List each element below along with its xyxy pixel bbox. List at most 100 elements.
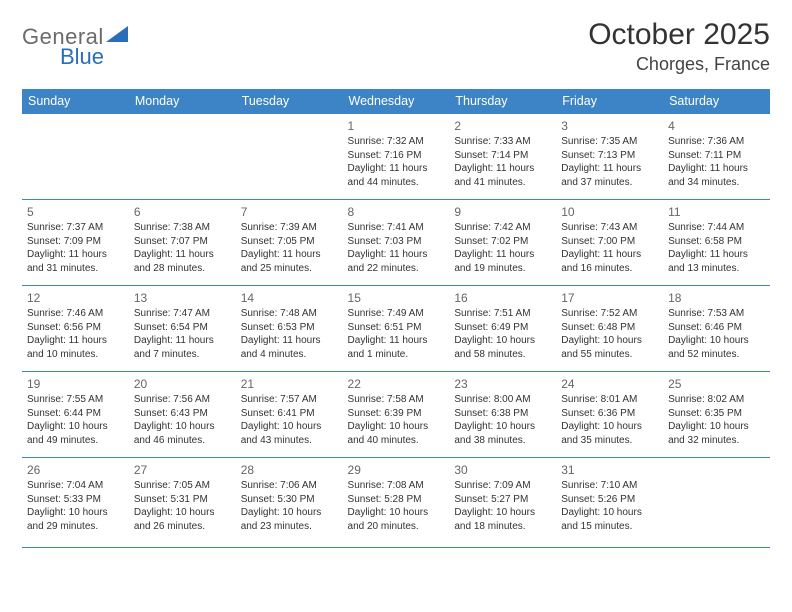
- sunrise-line: Sunrise: 7:44 AM: [668, 221, 765, 235]
- logo-triangle-icon: [106, 26, 128, 42]
- sunrise-line: Sunrise: 7:58 AM: [348, 393, 445, 407]
- logo-block: General Blue: [22, 18, 128, 70]
- day-number: 2: [454, 118, 551, 134]
- day-number: 15: [348, 290, 445, 306]
- daylight-line: Daylight: 10 hours and 40 minutes.: [348, 420, 445, 447]
- calendar-cell: 22Sunrise: 7:58 AMSunset: 6:39 PMDayligh…: [343, 372, 450, 458]
- day-number: 19: [27, 376, 124, 392]
- sunset-line: Sunset: 7:02 PM: [454, 235, 551, 249]
- daylight-line: Daylight: 10 hours and 18 minutes.: [454, 506, 551, 533]
- daylight-line: Daylight: 11 hours and 22 minutes.: [348, 248, 445, 275]
- calendar-cell: 13Sunrise: 7:47 AMSunset: 6:54 PMDayligh…: [129, 286, 236, 372]
- sunrise-line: Sunrise: 7:35 AM: [561, 135, 658, 149]
- sunset-line: Sunset: 6:41 PM: [241, 407, 338, 421]
- weekday-header: Wednesday: [343, 89, 450, 114]
- calendar-row: 5Sunrise: 7:37 AMSunset: 7:09 PMDaylight…: [22, 200, 770, 286]
- daylight-line: Daylight: 10 hours and 35 minutes.: [561, 420, 658, 447]
- weekday-header: Tuesday: [236, 89, 343, 114]
- day-number: 17: [561, 290, 658, 306]
- calendar-cell: 8Sunrise: 7:41 AMSunset: 7:03 PMDaylight…: [343, 200, 450, 286]
- daylight-line: Daylight: 11 hours and 31 minutes.: [27, 248, 124, 275]
- calendar-cell: 5Sunrise: 7:37 AMSunset: 7:09 PMDaylight…: [22, 200, 129, 286]
- sunrise-line: Sunrise: 7:09 AM: [454, 479, 551, 493]
- sunrise-line: Sunrise: 7:43 AM: [561, 221, 658, 235]
- sunrise-line: Sunrise: 7:33 AM: [454, 135, 551, 149]
- day-number: 27: [134, 462, 231, 478]
- sunrise-line: Sunrise: 7:42 AM: [454, 221, 551, 235]
- calendar-cell: 10Sunrise: 7:43 AMSunset: 7:00 PMDayligh…: [556, 200, 663, 286]
- calendar-row: 19Sunrise: 7:55 AMSunset: 6:44 PMDayligh…: [22, 372, 770, 458]
- weekday-header-row: Sunday Monday Tuesday Wednesday Thursday…: [22, 89, 770, 114]
- day-number: 24: [561, 376, 658, 392]
- calendar-cell: 11Sunrise: 7:44 AMSunset: 6:58 PMDayligh…: [663, 200, 770, 286]
- weekday-header: Thursday: [449, 89, 556, 114]
- daylight-line: Daylight: 10 hours and 29 minutes.: [27, 506, 124, 533]
- daylight-line: Daylight: 10 hours and 15 minutes.: [561, 506, 658, 533]
- daylight-line: Daylight: 10 hours and 55 minutes.: [561, 334, 658, 361]
- calendar-body: 1Sunrise: 7:32 AMSunset: 7:16 PMDaylight…: [22, 114, 770, 548]
- sunrise-line: Sunrise: 7:55 AM: [27, 393, 124, 407]
- daylight-line: Daylight: 11 hours and 34 minutes.: [668, 162, 765, 189]
- day-number: 29: [348, 462, 445, 478]
- calendar-cell: 29Sunrise: 7:08 AMSunset: 5:28 PMDayligh…: [343, 458, 450, 548]
- day-number: 6: [134, 204, 231, 220]
- sunrise-line: Sunrise: 7:08 AM: [348, 479, 445, 493]
- sunrise-line: Sunrise: 7:38 AM: [134, 221, 231, 235]
- daylight-line: Daylight: 11 hours and 13 minutes.: [668, 248, 765, 275]
- sunrise-line: Sunrise: 8:02 AM: [668, 393, 765, 407]
- weekday-header: Saturday: [663, 89, 770, 114]
- sunset-line: Sunset: 5:26 PM: [561, 493, 658, 507]
- sunset-line: Sunset: 6:36 PM: [561, 407, 658, 421]
- sunset-line: Sunset: 7:07 PM: [134, 235, 231, 249]
- calendar-cell: 20Sunrise: 7:56 AMSunset: 6:43 PMDayligh…: [129, 372, 236, 458]
- calendar-cell: 18Sunrise: 7:53 AMSunset: 6:46 PMDayligh…: [663, 286, 770, 372]
- daylight-line: Daylight: 10 hours and 23 minutes.: [241, 506, 338, 533]
- weekday-header: Sunday: [22, 89, 129, 114]
- sunset-line: Sunset: 5:27 PM: [454, 493, 551, 507]
- sunrise-line: Sunrise: 7:10 AM: [561, 479, 658, 493]
- day-number: 11: [668, 204, 765, 220]
- sunrise-line: Sunrise: 7:48 AM: [241, 307, 338, 321]
- day-number: 30: [454, 462, 551, 478]
- sunrise-line: Sunrise: 7:06 AM: [241, 479, 338, 493]
- calendar-cell: [129, 114, 236, 200]
- calendar-cell: 25Sunrise: 8:02 AMSunset: 6:35 PMDayligh…: [663, 372, 770, 458]
- calendar-cell: [22, 114, 129, 200]
- sunset-line: Sunset: 7:11 PM: [668, 149, 765, 163]
- day-number: 26: [27, 462, 124, 478]
- daylight-line: Daylight: 10 hours and 38 minutes.: [454, 420, 551, 447]
- day-number: 7: [241, 204, 338, 220]
- daylight-line: Daylight: 11 hours and 1 minute.: [348, 334, 445, 361]
- daylight-line: Daylight: 11 hours and 4 minutes.: [241, 334, 338, 361]
- sunrise-line: Sunrise: 7:57 AM: [241, 393, 338, 407]
- day-number: 31: [561, 462, 658, 478]
- day-number: 20: [134, 376, 231, 392]
- sunset-line: Sunset: 7:13 PM: [561, 149, 658, 163]
- sunrise-line: Sunrise: 7:53 AM: [668, 307, 765, 321]
- daylight-line: Daylight: 11 hours and 19 minutes.: [454, 248, 551, 275]
- calendar-cell: 21Sunrise: 7:57 AMSunset: 6:41 PMDayligh…: [236, 372, 343, 458]
- sunset-line: Sunset: 6:35 PM: [668, 407, 765, 421]
- sunrise-line: Sunrise: 7:46 AM: [27, 307, 124, 321]
- calendar-cell: 31Sunrise: 7:10 AMSunset: 5:26 PMDayligh…: [556, 458, 663, 548]
- sunset-line: Sunset: 6:51 PM: [348, 321, 445, 335]
- sunset-line: Sunset: 7:03 PM: [348, 235, 445, 249]
- daylight-line: Daylight: 10 hours and 20 minutes.: [348, 506, 445, 533]
- daylight-line: Daylight: 11 hours and 10 minutes.: [27, 334, 124, 361]
- calendar-cell: 19Sunrise: 7:55 AMSunset: 6:44 PMDayligh…: [22, 372, 129, 458]
- day-number: 18: [668, 290, 765, 306]
- calendar-cell: 17Sunrise: 7:52 AMSunset: 6:48 PMDayligh…: [556, 286, 663, 372]
- daylight-line: Daylight: 11 hours and 16 minutes.: [561, 248, 658, 275]
- sunrise-line: Sunrise: 7:05 AM: [134, 479, 231, 493]
- sunrise-line: Sunrise: 7:32 AM: [348, 135, 445, 149]
- day-number: 9: [454, 204, 551, 220]
- day-number: 14: [241, 290, 338, 306]
- day-number: 16: [454, 290, 551, 306]
- day-number: 22: [348, 376, 445, 392]
- sunrise-line: Sunrise: 7:37 AM: [27, 221, 124, 235]
- calendar-row: 1Sunrise: 7:32 AMSunset: 7:16 PMDaylight…: [22, 114, 770, 200]
- header: General Blue October 2025 Chorges, Franc…: [22, 18, 770, 75]
- sunset-line: Sunset: 6:53 PM: [241, 321, 338, 335]
- sunrise-line: Sunrise: 7:47 AM: [134, 307, 231, 321]
- calendar-cell: 7Sunrise: 7:39 AMSunset: 7:05 PMDaylight…: [236, 200, 343, 286]
